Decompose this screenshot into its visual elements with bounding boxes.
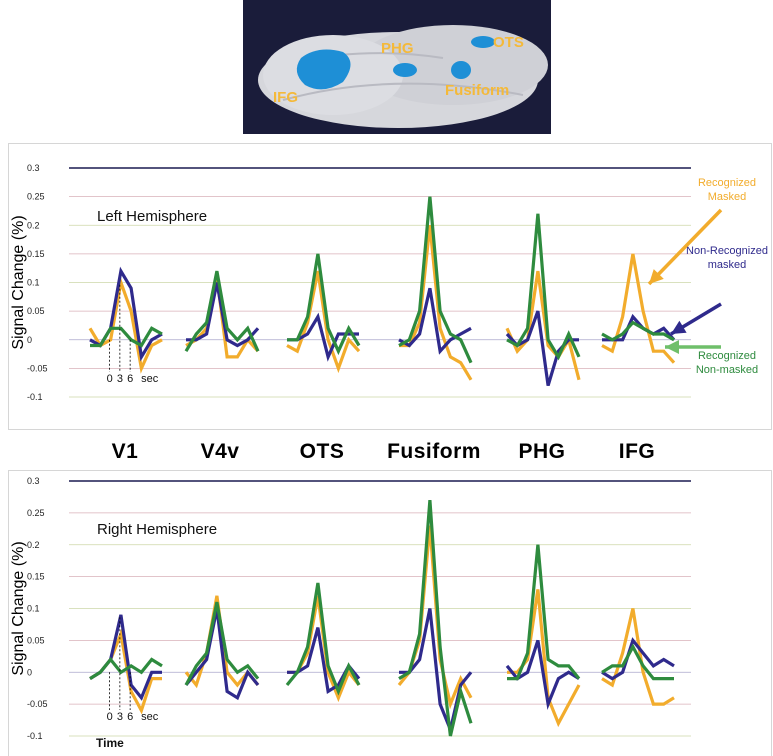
y-tick-label: 0.15 — [27, 572, 45, 582]
legend-label: masked — [708, 259, 747, 271]
y-tick-label: 0.3 — [27, 476, 40, 486]
y-tick-label: 0.2 — [27, 220, 40, 230]
series-line-2-ifg — [601, 320, 675, 342]
phg-activation-blob — [393, 63, 417, 77]
series-line-2-phg — [507, 544, 581, 681]
fusiform-activation-blob — [451, 61, 471, 79]
legend-label: Non-Recognized — [686, 245, 768, 257]
series-line-2-v4v — [184, 601, 260, 686]
legend-arrow-recognized-masked — [647, 208, 723, 286]
legend-arrow-non-recognized-head — [671, 320, 687, 334]
legend-label: Recognized — [698, 350, 756, 362]
brain-sulcus — [282, 82, 524, 101]
series-line-0-ifg — [601, 608, 675, 706]
time-tick-label: 3 — [117, 373, 123, 385]
y-tick-label: 0.25 — [27, 508, 45, 518]
y-tick-label: 0 — [27, 335, 32, 345]
y-tick-label: 0.2 — [27, 540, 40, 550]
region-label-v4v: V4v — [200, 440, 240, 463]
right-hemisphere-chart: 0.3 0.25 0.2 0.15 0.1 0.05 0 -0.05 -0.1 Signal Ch… — [10, 476, 691, 750]
series-line-2-v1 — [90, 326, 163, 348]
left-hemisphere-panel: 0.3 0.25 0.2 0.15 0.1 0.05 0 -0.05 -0.1 Signal Ch… — [8, 143, 772, 430]
series-line-0-ots — [287, 595, 361, 703]
series-line-2-phg — [506, 213, 581, 361]
legend-arrow-recognized-nonmasked-head — [665, 340, 679, 354]
y-tick-label: 0.1 — [27, 604, 40, 614]
time-tick-label: 0 — [107, 373, 113, 385]
time-tick-label: 6 — [127, 711, 133, 723]
brain-surface: IFG PHG OTS Fusiform — [258, 25, 548, 128]
time-tick-label: sec — [141, 373, 159, 385]
brain-label-fusiform: Fusiform — [445, 82, 509, 99]
series-line-2-v4v — [184, 270, 260, 353]
y-axis-title: Signal Change (%) — [10, 215, 27, 349]
y-tick-label: 0 — [27, 667, 32, 677]
series-line-1-v4v — [186, 282, 260, 348]
series-line-2-ifg — [601, 643, 674, 681]
time-tick-label: 6 — [127, 373, 133, 385]
y-axis-title: Signal Change (%) — [10, 541, 27, 675]
time-tick-label: 0 — [107, 711, 113, 723]
time-tick-label: sec — [141, 711, 159, 723]
series-line-0-ots — [286, 270, 361, 374]
series-line-1-fusiform — [398, 287, 472, 355]
brain-label-ifg: IFG — [273, 89, 298, 106]
y-tick-label: -0.05 — [27, 699, 48, 709]
region-label-v1: V1 — [111, 440, 139, 463]
hemisphere-label: Left Hemisphere — [97, 208, 207, 225]
ifg-activation-blob — [296, 49, 351, 90]
region-label-fusiform: Fusiform — [387, 440, 481, 463]
ots-activation-blob — [471, 36, 495, 48]
series-line-1-ifg — [601, 637, 675, 681]
series-line-0-ifg — [601, 253, 676, 364]
y-tick-label: -0.1 — [27, 731, 43, 741]
legend-label: Non-masked — [696, 364, 758, 376]
series-line-2-v1 — [89, 656, 163, 680]
brain-label-phg: PHG — [381, 40, 414, 57]
region-label-phg: PHG — [518, 440, 566, 463]
y-tick-label: -0.1 — [27, 392, 43, 402]
y-tick-label: 0.05 — [27, 306, 45, 316]
legend-arrow-recognized-masked-head — [649, 269, 664, 284]
series-line-2-ots — [287, 253, 361, 356]
brain-sulcus-2 — [337, 52, 444, 59]
left-hemisphere-chart: 0.3 0.25 0.2 0.15 0.1 0.05 0 -0.05 -0.1 Signal Ch… — [10, 163, 768, 402]
region-labels: V1 V4v OTS Fusiform PHG IFG — [0, 440, 773, 470]
y-tick-label: 0.25 — [27, 192, 45, 202]
brain-image: IFG PHG OTS Fusiform — [243, 0, 551, 134]
brain-label-ots: OTS — [493, 34, 524, 51]
region-label-ifg: IFG — [618, 440, 656, 463]
series-line-2-ots — [285, 582, 361, 696]
y-tick-label: -0.05 — [27, 363, 48, 373]
y-tick-label: 0.15 — [27, 249, 45, 259]
series-line-1-v4v — [184, 608, 260, 701]
y-tick-label: 0.3 — [27, 163, 40, 173]
legend-label: Masked — [708, 191, 747, 203]
legend-label: Recognized — [698, 177, 756, 189]
time-axis-label: Time — [96, 736, 124, 750]
series-line-1-v1 — [89, 614, 162, 701]
series-line-1-ifg — [602, 313, 676, 342]
series-line-2-fusiform — [398, 499, 473, 737]
y-tick-label: 0.05 — [27, 635, 45, 645]
region-label-ots: OTS — [299, 440, 345, 463]
hemisphere-label: Right Hemisphere — [97, 521, 217, 538]
y-tick-label: 0.1 — [27, 278, 40, 288]
series-line-0-v1 — [88, 276, 163, 374]
series-line-2-fusiform — [398, 196, 473, 364]
right-hemisphere-panel: 0.3 0.25 0.2 0.15 0.1 0.05 0 -0.05 -0.1 Signal Ch… — [8, 470, 772, 756]
time-tick-label: 3 — [117, 711, 123, 723]
